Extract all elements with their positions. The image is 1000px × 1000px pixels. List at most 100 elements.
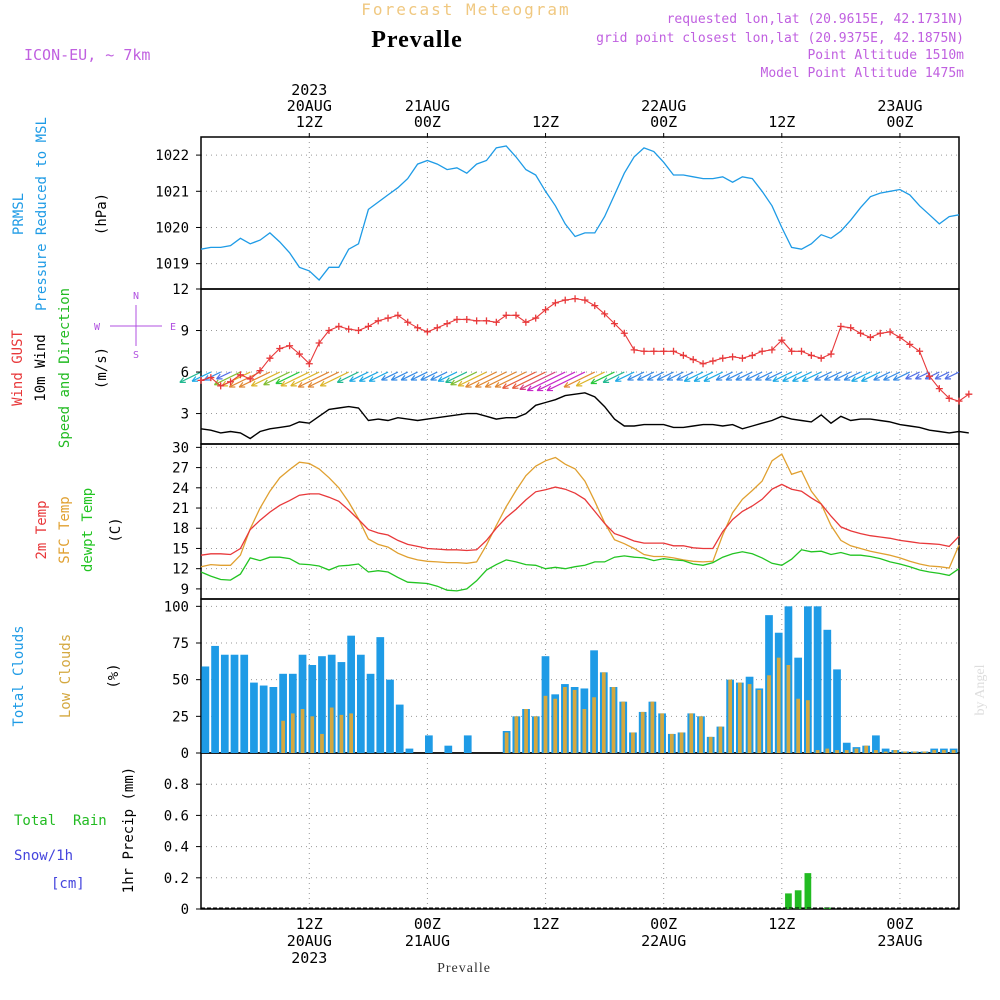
low-cloud-bar bbox=[349, 713, 353, 753]
wind-10m-line bbox=[200, 392, 969, 440]
wind-arrow bbox=[735, 371, 753, 381]
wind-arrow-shaft bbox=[320, 371, 349, 387]
total-cloud-bar bbox=[444, 745, 453, 753]
wind-arrow bbox=[536, 371, 576, 392]
wind-arrow bbox=[319, 371, 349, 387]
wind-gust-marker bbox=[670, 347, 678, 355]
wind-arrow-head-1 bbox=[693, 376, 699, 382]
wind-gust-marker bbox=[433, 324, 441, 332]
grid-point-coords: grid point closest lon,lat (20.9375E, 42… bbox=[596, 31, 964, 46]
low-cloud-bar bbox=[524, 709, 528, 753]
low-cloud-bar bbox=[767, 675, 771, 753]
wind-arrow-shaft bbox=[369, 371, 389, 382]
wind-arrow bbox=[873, 371, 891, 381]
low-cloud-bar bbox=[320, 733, 324, 753]
temp-2m-label: 2m Temp bbox=[34, 500, 50, 559]
wind-arrow bbox=[944, 371, 960, 380]
top-xlabel-0-1: 20AUG bbox=[287, 97, 332, 115]
wind-gust-marker bbox=[630, 346, 638, 354]
low-cloud-bar bbox=[786, 665, 791, 753]
wind-gust-marker bbox=[256, 367, 264, 375]
wind-gust-marker bbox=[699, 360, 707, 368]
wind-arrow-head-1 bbox=[474, 381, 480, 388]
wind-arrow-head-1 bbox=[410, 374, 416, 381]
wind-gust-marker bbox=[482, 317, 490, 325]
wind-arrow-shaft bbox=[905, 371, 920, 380]
wind-arrow-shaft bbox=[290, 371, 320, 387]
grid-layer bbox=[201, 137, 959, 909]
low-cloud-bar bbox=[864, 745, 869, 753]
wind-arrow bbox=[892, 371, 911, 381]
wind-arrow bbox=[280, 371, 310, 387]
wind-arrow bbox=[494, 371, 527, 388]
wind-arrow-shaft bbox=[445, 371, 468, 383]
bottom-xlabel-0-1: 20AUG bbox=[287, 932, 332, 950]
wind-arrow bbox=[263, 371, 290, 386]
wind-arrow-shaft bbox=[782, 371, 802, 382]
wind-arrow-head-1 bbox=[280, 380, 286, 387]
total-cloud-bar bbox=[318, 656, 326, 753]
total-cloud-bar bbox=[211, 645, 219, 753]
footer-place: Prevalle bbox=[437, 961, 491, 976]
wind-arrow-head-1 bbox=[526, 385, 532, 391]
low-cloud-bar bbox=[281, 720, 285, 753]
wind-arrow-shaft bbox=[179, 371, 202, 383]
bottom-xlabel-0-2: 2023 bbox=[291, 949, 327, 967]
wind-arrow-shaft bbox=[214, 371, 241, 386]
wind-gust-marker bbox=[384, 314, 392, 322]
ytick-temperature-5: 24 bbox=[172, 481, 189, 497]
wind-gust-marker bbox=[827, 350, 835, 358]
wind-arrow bbox=[420, 371, 438, 381]
total-cloud-bar bbox=[259, 685, 268, 753]
wind-arrow-shaft bbox=[834, 371, 851, 381]
wind-arrow-head-1 bbox=[420, 374, 426, 381]
wind-arrow-head-1 bbox=[319, 380, 325, 387]
wind-arrow-shaft bbox=[814, 371, 832, 381]
low-cloud-bar bbox=[796, 698, 801, 753]
low-cloud-bar bbox=[592, 697, 596, 753]
top-xlabel-0-0: 2023 bbox=[291, 81, 327, 99]
wind-arrow-shaft bbox=[359, 371, 379, 382]
wind-gust-marker bbox=[758, 347, 766, 355]
low-cloud-bar bbox=[737, 682, 742, 753]
low-cloud-bar bbox=[650, 701, 655, 753]
bottom-xlabel-0-0: 12Z bbox=[296, 915, 323, 933]
top-xlabel-5-1: 00Z bbox=[886, 113, 913, 131]
compass-rose: N S W E bbox=[94, 291, 176, 361]
wind-arrow-head-1 bbox=[381, 374, 386, 381]
wind-arrow-head-1 bbox=[861, 376, 866, 382]
wind-arrow-head-1 bbox=[358, 376, 364, 382]
wind-gust-marker bbox=[502, 311, 510, 319]
total-cloud-bar bbox=[356, 654, 365, 753]
temp-2m-line bbox=[200, 483, 960, 556]
wind-arrow bbox=[693, 371, 714, 382]
wind-arrow-head-1 bbox=[511, 383, 517, 389]
wind-gust-marker bbox=[217, 382, 225, 390]
total-clouds-label: Total Clouds bbox=[11, 625, 27, 726]
wind-arrow-shaft bbox=[485, 371, 517, 388]
sfc-temp-label: SFC Temp bbox=[57, 496, 73, 563]
wind-gust-marker bbox=[797, 347, 805, 355]
top-xlabel-3-1: 00Z bbox=[650, 113, 677, 131]
wind-arrow-head-1 bbox=[792, 376, 797, 382]
ytick-pressure-0: 1019 bbox=[155, 257, 189, 273]
data-layer bbox=[179, 145, 973, 909]
wind-gust-marker bbox=[571, 295, 579, 303]
low-cloud-bar bbox=[339, 714, 344, 753]
wind-arrow-shaft bbox=[792, 371, 812, 382]
low-cloud-bar bbox=[757, 689, 762, 753]
total-cloud-bar bbox=[230, 654, 239, 753]
wind-gust-marker bbox=[866, 333, 874, 341]
low-cloud-bar bbox=[504, 732, 509, 753]
wind-gust-marker bbox=[916, 347, 924, 355]
wind-arrow bbox=[843, 371, 861, 381]
wind-gust-marker bbox=[551, 299, 559, 307]
low-cloud-bar bbox=[329, 707, 334, 753]
total-cloud-bar bbox=[279, 673, 287, 753]
low-cloud-bar bbox=[874, 750, 878, 753]
wind-gust-marker bbox=[906, 340, 914, 348]
wind-gust-marker bbox=[679, 351, 687, 359]
low-cloud-bar bbox=[660, 713, 664, 753]
wind-arrow-head-1 bbox=[400, 374, 406, 381]
